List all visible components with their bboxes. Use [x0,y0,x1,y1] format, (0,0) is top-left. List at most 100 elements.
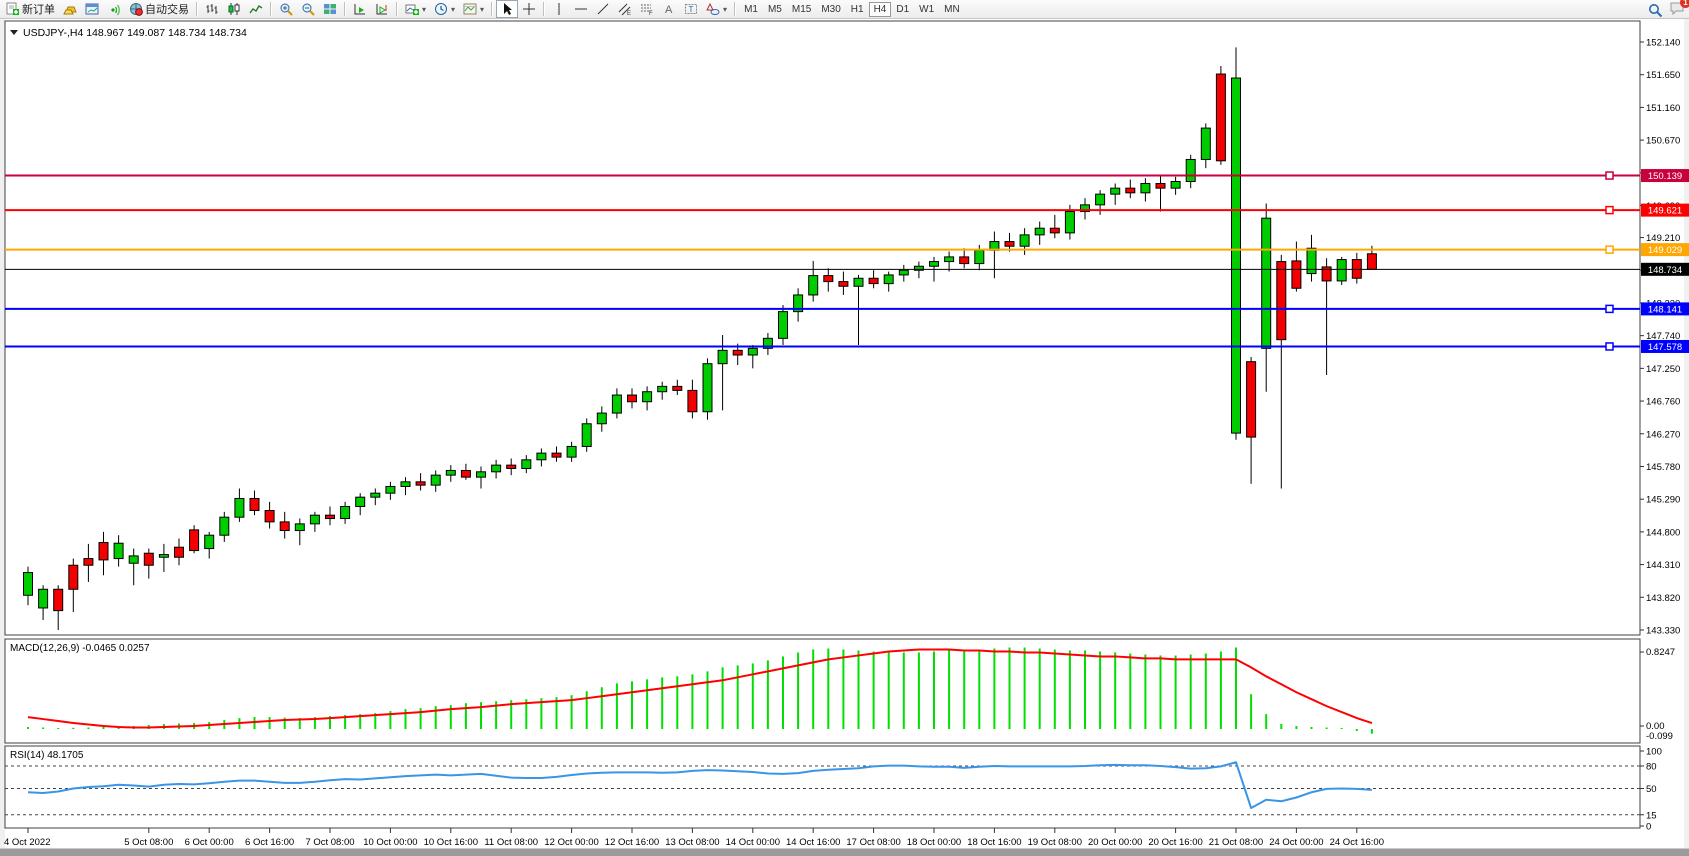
bull-candle [294,523,305,532]
tile-windows-icon [324,4,336,14]
autotrading-icon [130,3,143,16]
bear-candle [1291,260,1302,289]
svg-text:0.00: 0.00 [1646,721,1665,732]
zoom-in-icon [280,3,293,16]
bear-candle [1125,187,1136,194]
gold-button[interactable] [59,0,81,18]
price-chart[interactable]: 152.140151.650151.160150.670150.180149.6… [0,19,1689,856]
svg-text:80: 80 [1646,762,1657,773]
bull-candle [778,311,788,339]
new-order-button[interactable]: 新订单 [2,0,59,18]
bear-candle [868,277,879,285]
bear-candle [1215,73,1226,162]
toolbar-separator [270,2,272,16]
line-chart-button[interactable] [245,0,267,18]
trendline-button[interactable] [592,0,614,18]
date-label: 11 Oct 08:00 [484,837,538,848]
timeframe-m5[interactable]: M5 [767,3,782,15]
svg-text:150.670: 150.670 [1646,136,1680,147]
crosshair-button[interactable] [518,0,540,18]
timeframe-h4[interactable]: H4 [868,1,892,17]
chart-shift-button[interactable] [371,0,393,18]
fibonacci-button[interactable]: F [636,0,658,18]
equidistant-channel-button[interactable]: E [614,0,636,18]
search-icon[interactable] [1648,3,1663,18]
text-label-icon: T [685,4,698,14]
svg-text:149.210: 149.210 [1646,233,1680,244]
signals-icon [111,4,120,16]
bull-candle [430,474,441,486]
bull-candle [581,423,592,447]
bear-candle [53,588,64,612]
cursor-button[interactable] [496,0,519,18]
line-handle [1605,171,1614,180]
text-label-button[interactable]: T [680,0,702,18]
line-chart-icon [249,5,263,14]
svg-text:-0.099: -0.099 [1646,731,1673,742]
bear-candle [264,510,275,523]
shapes-button[interactable]: ▾ [702,0,731,18]
timeframe-m1[interactable]: M1 [744,3,758,15]
timeframe-group: M1 M5 M15 M30 H1 H4 D1 W1 MN [739,1,965,17]
indicators-button[interactable]: ▾ [401,0,430,18]
bear-candle [143,552,154,566]
bear-candle [249,498,260,512]
date-label: 24 Oct 16:00 [1330,837,1384,848]
text-button[interactable]: A [658,0,680,18]
date-label: 6 Oct 16:00 [245,837,294,848]
chart-window-button[interactable] [81,0,103,18]
bull-candle [400,481,411,487]
bull-candle [128,555,139,564]
bull-candle [445,469,456,476]
candlestick-chart-button[interactable] [223,0,245,18]
notifications-button[interactable]: 1 [1669,0,1689,19]
svg-text:146.760: 146.760 [1646,397,1680,408]
bull-candle [1110,187,1121,195]
signals-button[interactable] [103,0,125,18]
bull-candle [219,516,230,536]
chart-window: 152.140151.650151.160150.670150.180149.6… [0,19,1689,856]
svg-text:147.250: 147.250 [1646,364,1680,375]
date-label: 10 Oct 16:00 [424,837,478,848]
bar-chart-button[interactable] [201,0,223,18]
main-toolbar: 新订单 自动交易 ▾ ▾ [0,0,1689,19]
templates-button[interactable]: ▾ [459,0,488,18]
horizontal-price-lines[interactable] [5,171,1640,351]
timeframe-m30[interactable]: M30 [821,3,841,15]
svg-text:147.578: 147.578 [1648,342,1682,353]
timeframe-m15[interactable]: M15 [791,3,812,15]
tile-windows-button[interactable] [319,0,341,18]
svg-text:149.029: 149.029 [1648,245,1682,256]
trendline-icon [597,3,609,15]
bull-candle [234,498,245,518]
auto-scroll-button[interactable] [349,0,371,18]
bear-candle [279,521,290,532]
crosshair-icon [523,3,536,15]
svg-text:145.780: 145.780 [1646,462,1680,473]
bull-candle [657,385,668,393]
bull-candle [1200,127,1211,160]
bull-candle [883,274,894,285]
autotrading-button[interactable]: 自动交易 [125,0,193,18]
price-label-box [1641,169,1689,183]
bear-candle [823,275,834,283]
date-label: 7 Oct 08:00 [305,837,354,848]
bull-candle [717,349,728,365]
rsi-line [27,761,1372,809]
periods-button[interactable]: ▾ [430,0,459,18]
vertical-line-button[interactable] [548,0,570,18]
timeframe-w1[interactable]: W1 [919,3,935,15]
timeframe-d1[interactable]: D1 [896,3,910,15]
zoom-in-button[interactable] [275,0,297,18]
timeframe-mn[interactable]: MN [944,3,960,15]
horizontal-line-button[interactable] [570,0,592,18]
bull-candle [611,394,622,414]
dropdown-arrow-icon: ▾ [480,4,485,14]
svg-text:MACD(12,26,9) -0.0465 0.0257: MACD(12,26,9) -0.0465 0.0257 [10,643,150,654]
bull-candle [1185,158,1196,182]
bull-candle [385,485,396,494]
bear-candle [1366,253,1377,270]
bull-candle [596,412,607,425]
zoom-out-button[interactable] [297,0,319,18]
timeframe-h1[interactable]: H1 [850,3,864,15]
